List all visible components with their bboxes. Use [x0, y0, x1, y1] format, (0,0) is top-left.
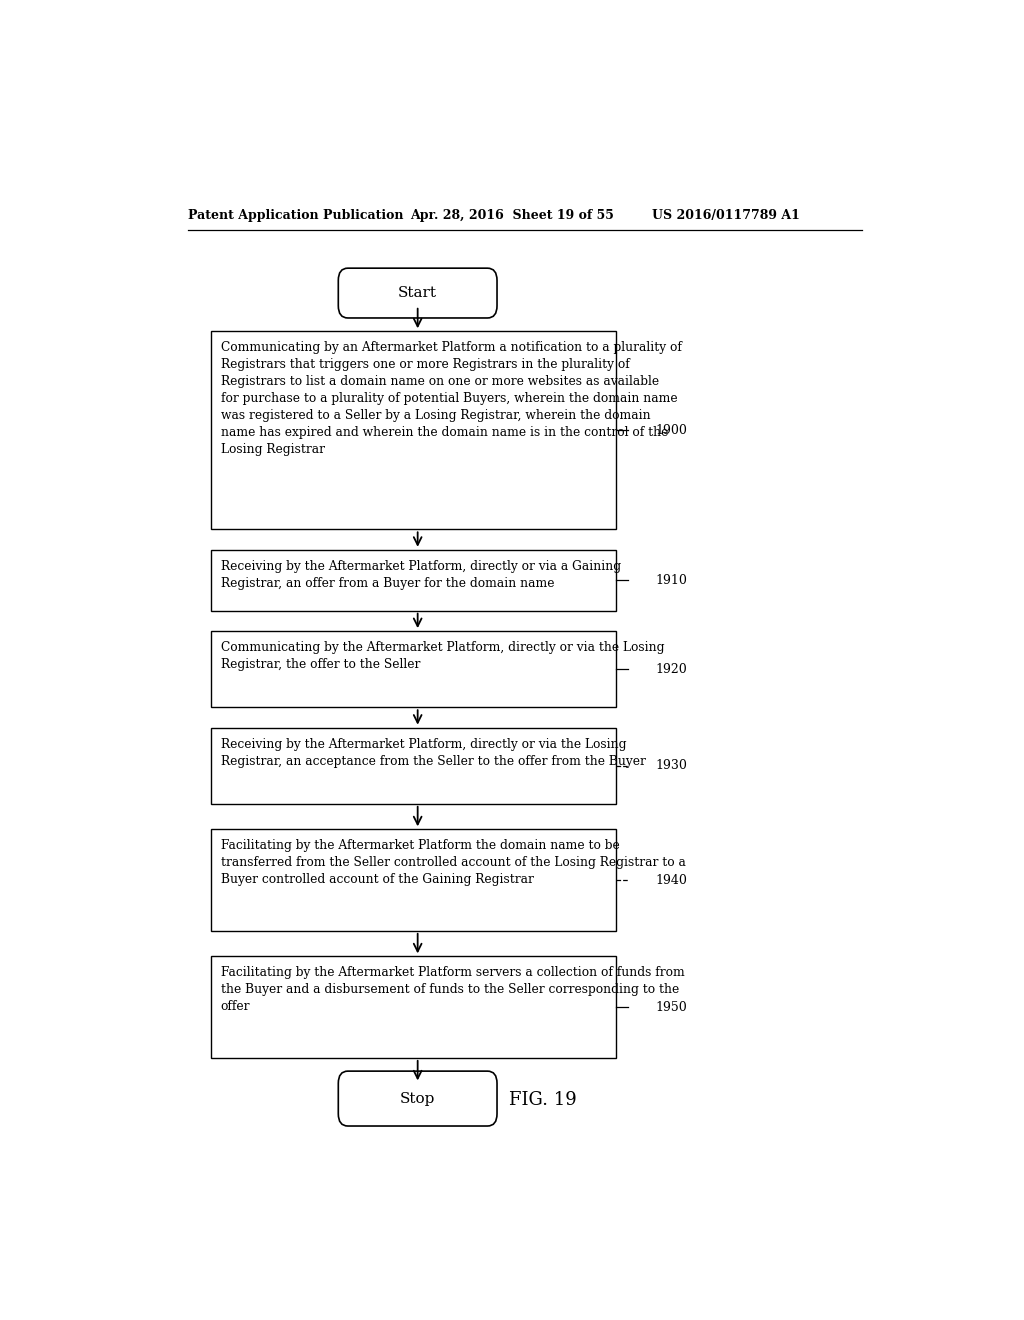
Text: Communicating by the Aftermarket Platform, directly or via the Losing
Registrar,: Communicating by the Aftermarket Platfor… — [221, 642, 665, 671]
FancyBboxPatch shape — [211, 829, 616, 931]
Text: US 2016/0117789 A1: US 2016/0117789 A1 — [652, 209, 800, 222]
FancyBboxPatch shape — [211, 727, 616, 804]
FancyBboxPatch shape — [211, 631, 616, 708]
Text: Patent Application Publication: Patent Application Publication — [187, 209, 403, 222]
FancyBboxPatch shape — [338, 268, 497, 318]
Text: 1950: 1950 — [655, 1001, 687, 1014]
Text: Apr. 28, 2016  Sheet 19 of 55: Apr. 28, 2016 Sheet 19 of 55 — [410, 209, 613, 222]
Text: Start: Start — [398, 286, 437, 300]
FancyBboxPatch shape — [338, 1071, 497, 1126]
Text: 1900: 1900 — [655, 424, 688, 437]
Text: Communicating by an Aftermarket Platform a notification to a plurality of
Regist: Communicating by an Aftermarket Platform… — [221, 342, 682, 457]
Text: Stop: Stop — [400, 1092, 435, 1106]
Text: 1910: 1910 — [655, 574, 688, 586]
Text: FIG. 19: FIG. 19 — [509, 1090, 577, 1109]
FancyBboxPatch shape — [211, 956, 616, 1057]
Text: 1920: 1920 — [655, 663, 687, 676]
FancyBboxPatch shape — [211, 331, 616, 529]
FancyBboxPatch shape — [211, 549, 616, 611]
Text: 1940: 1940 — [655, 874, 688, 887]
Text: Facilitating by the Aftermarket Platform the domain name to be
transferred from : Facilitating by the Aftermarket Platform… — [221, 840, 686, 887]
Text: 1930: 1930 — [655, 759, 688, 772]
Text: Receiving by the Aftermarket Platform, directly or via a Gaining
Registrar, an o: Receiving by the Aftermarket Platform, d… — [221, 560, 621, 590]
Text: Receiving by the Aftermarket Platform, directly or via the Losing
Registrar, an : Receiving by the Aftermarket Platform, d… — [221, 738, 646, 768]
Text: Facilitating by the Aftermarket Platform servers a collection of funds from
the : Facilitating by the Aftermarket Platform… — [221, 966, 685, 1014]
